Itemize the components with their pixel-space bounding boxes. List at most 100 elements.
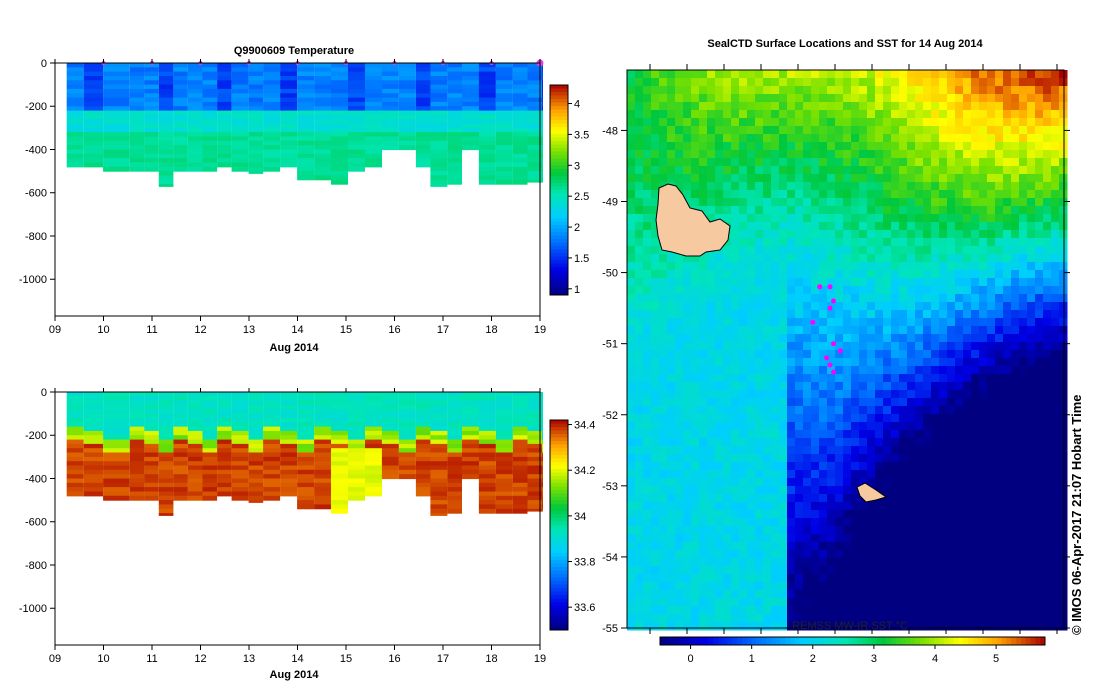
sst-cell — [1003, 142, 1012, 151]
sst-cell — [723, 350, 732, 359]
sst-cell — [875, 446, 884, 455]
sst-cell — [1019, 382, 1028, 391]
section-cell — [248, 149, 264, 155]
sst-cell — [883, 158, 892, 167]
section-cell — [263, 469, 281, 475]
sst-cell — [827, 134, 836, 143]
sst-cell — [923, 310, 932, 319]
sst-cell — [987, 94, 996, 103]
sst-cell — [931, 190, 940, 199]
section-cell — [512, 413, 528, 419]
sst-cell — [827, 158, 836, 167]
section-cell — [314, 149, 332, 155]
section-cell — [217, 127, 232, 133]
sst-cell — [699, 486, 708, 495]
sst-cell — [1059, 142, 1068, 151]
sst-cell — [843, 70, 852, 79]
sst-cell — [899, 470, 908, 479]
sst-cell — [931, 518, 940, 527]
section-cell — [348, 409, 365, 415]
sst-cell — [867, 150, 876, 159]
sst-cell — [683, 78, 692, 87]
sst-cell — [899, 246, 908, 255]
section-cell — [415, 80, 431, 86]
section-cell — [527, 504, 542, 510]
sst-cell — [811, 102, 820, 111]
section-cell — [248, 127, 264, 133]
sst-cell — [963, 286, 972, 295]
sst-cell — [1043, 374, 1052, 383]
sst-cell — [731, 462, 740, 471]
section-cell — [83, 469, 104, 475]
sst-cell — [1043, 102, 1052, 111]
section-cell — [144, 487, 159, 492]
section-cell — [527, 448, 542, 454]
sst-cell — [907, 198, 916, 207]
sst-cell — [675, 142, 684, 151]
sst-cell — [1051, 478, 1060, 487]
sst-cell — [627, 462, 636, 471]
sst-cell — [803, 206, 812, 215]
section-cell — [447, 127, 462, 133]
sst-cell — [707, 398, 716, 407]
sst-cell — [827, 278, 836, 287]
sst-cell — [835, 270, 844, 279]
sst-cell — [699, 318, 708, 327]
sst-cell — [763, 318, 772, 327]
section-cell — [348, 132, 365, 138]
section-cell — [231, 409, 249, 415]
sst-cell — [739, 198, 748, 207]
sst-cell — [1027, 318, 1036, 327]
sst-cell — [731, 190, 740, 199]
sst-cell — [691, 126, 700, 135]
sst-cell — [915, 238, 924, 247]
section-cell — [144, 123, 159, 129]
sst-cell — [1003, 206, 1012, 215]
sst-cell — [827, 286, 836, 295]
sst-cell — [891, 174, 900, 183]
section-cell — [542, 495, 543, 501]
section-cell — [144, 127, 159, 133]
colorbar-step — [550, 483, 568, 487]
sst-cell — [867, 358, 876, 367]
section-cell — [263, 491, 281, 497]
section-cell — [158, 106, 174, 112]
sst-cell — [891, 102, 900, 111]
sst-cell — [627, 534, 636, 543]
section-cell — [158, 93, 174, 99]
sst-cell — [731, 390, 740, 399]
sst-cell — [747, 478, 756, 487]
sst-cell — [763, 246, 772, 255]
section-cell — [158, 166, 174, 172]
sst-cell — [771, 78, 780, 87]
sst-cell — [795, 238, 804, 247]
sst-cell — [739, 78, 748, 87]
sst-cell — [1027, 262, 1036, 271]
sst-cell — [1059, 414, 1068, 423]
section-cell — [187, 93, 203, 99]
sst-cell — [707, 334, 716, 343]
sst-cell — [843, 430, 852, 439]
section-cell — [158, 145, 174, 151]
sst-cell — [827, 454, 836, 463]
section-cell — [103, 136, 130, 142]
section-cell — [447, 179, 462, 185]
section-cell — [129, 67, 145, 73]
section-cell — [83, 106, 104, 112]
sst-cell — [1003, 158, 1012, 167]
sst-cell — [827, 246, 836, 255]
section-cell — [447, 400, 462, 406]
sst-cell — [867, 94, 876, 103]
sst-cell — [979, 230, 988, 239]
section-cell — [202, 409, 218, 415]
sst-cell — [779, 182, 788, 191]
section-cell — [263, 88, 281, 94]
section-cell — [527, 495, 542, 501]
section-cell — [248, 153, 264, 159]
sst-cell — [875, 278, 884, 287]
section-cell — [331, 97, 348, 103]
section-cell — [447, 430, 462, 436]
sst-cell — [867, 198, 876, 207]
sst-cell — [715, 214, 724, 223]
sst-cell — [875, 158, 884, 167]
